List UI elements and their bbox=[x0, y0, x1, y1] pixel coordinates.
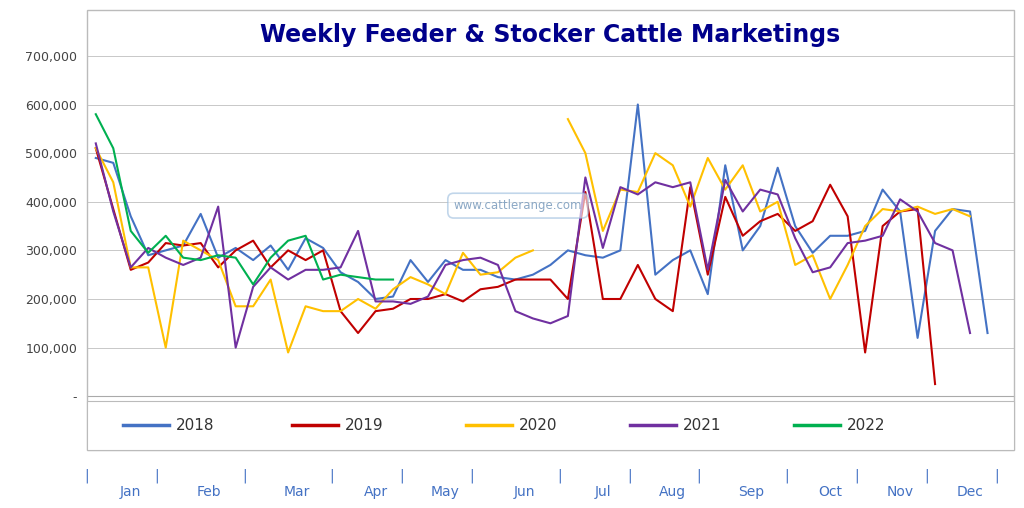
2022 bbox=[160, 233, 172, 239]
Line: 2022: 2022 bbox=[96, 114, 393, 284]
Text: Dec: Dec bbox=[956, 485, 983, 499]
Text: 2021: 2021 bbox=[683, 418, 722, 433]
Title: Weekly Feeder & Stocker Cattle Marketings: Weekly Feeder & Stocker Cattle Marketing… bbox=[260, 23, 841, 47]
Text: Sep: Sep bbox=[738, 485, 765, 499]
Text: |: | bbox=[784, 468, 788, 483]
2020 bbox=[404, 274, 417, 280]
Text: |: | bbox=[696, 468, 701, 483]
Text: May: May bbox=[431, 485, 460, 499]
Text: Oct: Oct bbox=[818, 485, 842, 499]
2021 bbox=[632, 192, 644, 198]
2021 bbox=[90, 140, 102, 146]
Text: 2018: 2018 bbox=[176, 418, 215, 433]
Text: |: | bbox=[557, 468, 561, 483]
2021 bbox=[404, 301, 417, 307]
2021 bbox=[911, 208, 924, 214]
Text: |: | bbox=[85, 468, 89, 483]
2018 bbox=[684, 247, 696, 253]
Text: Jun: Jun bbox=[513, 485, 535, 499]
Text: Apr: Apr bbox=[364, 485, 388, 499]
2020 bbox=[684, 204, 696, 210]
2019 bbox=[160, 240, 172, 246]
2020 bbox=[649, 150, 662, 156]
Text: Mar: Mar bbox=[284, 485, 310, 499]
Text: Nov: Nov bbox=[887, 485, 913, 499]
Text: Aug: Aug bbox=[659, 485, 686, 499]
2018 bbox=[404, 257, 417, 263]
Line: 2018: 2018 bbox=[96, 105, 987, 338]
Text: Jan: Jan bbox=[120, 485, 141, 499]
2021 bbox=[509, 308, 521, 314]
2018 bbox=[981, 330, 993, 336]
2021 bbox=[160, 255, 172, 261]
2019 bbox=[667, 308, 679, 314]
2020 bbox=[90, 145, 102, 151]
2019 bbox=[509, 276, 521, 282]
2018 bbox=[911, 335, 924, 341]
Text: www.cattlerange.com: www.cattlerange.com bbox=[454, 199, 583, 212]
2018 bbox=[649, 272, 662, 278]
Text: Feb: Feb bbox=[198, 485, 222, 499]
Text: 2022: 2022 bbox=[847, 418, 886, 433]
2019 bbox=[632, 262, 644, 268]
2021 bbox=[667, 184, 679, 190]
Text: |: | bbox=[469, 468, 474, 483]
2018 bbox=[509, 276, 521, 282]
Text: |: | bbox=[627, 468, 632, 483]
Text: |: | bbox=[399, 468, 404, 483]
2019 bbox=[404, 296, 417, 302]
Text: Jul: Jul bbox=[595, 485, 611, 499]
2020 bbox=[509, 255, 521, 261]
Text: |: | bbox=[994, 468, 998, 483]
Text: 2020: 2020 bbox=[519, 418, 558, 433]
Text: |: | bbox=[330, 468, 334, 483]
Text: 2019: 2019 bbox=[345, 418, 384, 433]
2018 bbox=[562, 247, 574, 253]
Line: 2021: 2021 bbox=[96, 143, 970, 347]
2019 bbox=[911, 206, 924, 212]
Line: 2019: 2019 bbox=[96, 148, 935, 384]
2019 bbox=[90, 145, 102, 151]
Text: |: | bbox=[155, 468, 160, 483]
2018 bbox=[632, 102, 644, 108]
2018 bbox=[90, 155, 102, 161]
Text: |: | bbox=[242, 468, 247, 483]
2020 bbox=[160, 344, 172, 351]
Text: |: | bbox=[854, 468, 859, 483]
Text: |: | bbox=[924, 468, 929, 483]
2022 bbox=[90, 111, 102, 117]
2020 bbox=[929, 211, 941, 217]
2018 bbox=[160, 247, 172, 253]
Line: 2020: 2020 bbox=[96, 119, 970, 353]
